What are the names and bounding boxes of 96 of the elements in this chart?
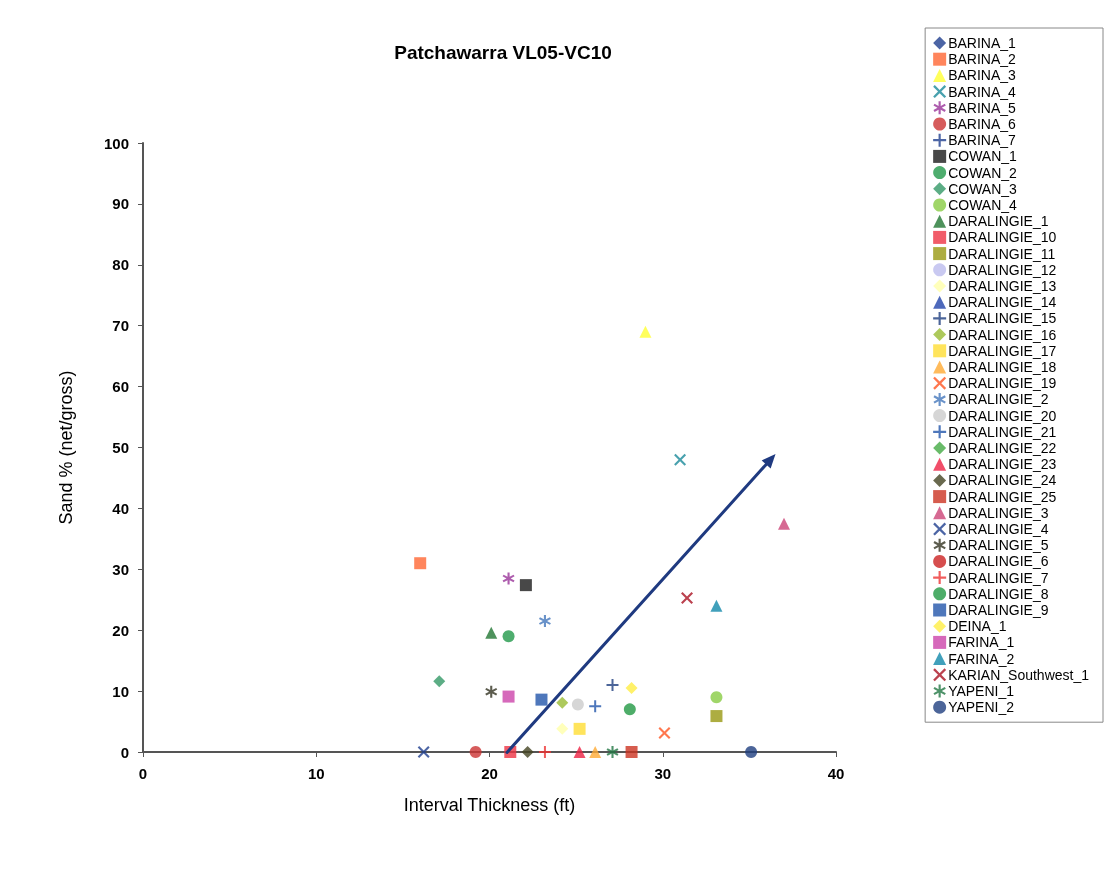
point	[625, 746, 638, 758]
point	[589, 700, 602, 713]
legend-label: BARINA_2	[948, 51, 1017, 68]
point	[571, 698, 584, 711]
y-tick-label: 10	[112, 682, 129, 700]
point	[681, 591, 694, 604]
y-tick-label: 70	[112, 317, 129, 335]
legend-label: DARALINGIE_4	[948, 521, 1049, 537]
y-tick-label: 20	[112, 621, 129, 639]
x-tick-label: 30	[654, 765, 672, 782]
point	[710, 710, 723, 723]
legend-label: FARINA_2	[948, 650, 1015, 667]
legend-label: COWAN_4	[948, 197, 1018, 213]
x-tick-label: 0	[138, 765, 148, 782]
legend-label: KARIAN_Southwest_1	[948, 666, 1090, 683]
legend-label: FARINA_1	[948, 634, 1015, 651]
point	[502, 690, 515, 703]
point	[417, 746, 430, 758]
point	[538, 615, 551, 628]
point	[556, 696, 569, 709]
point	[623, 703, 636, 716]
y-tick-label: 0	[120, 743, 129, 761]
legend-label: DARALINGIE_19	[948, 375, 1057, 392]
point	[625, 682, 638, 695]
legend-label: COWAN_1	[948, 148, 1018, 165]
legend-label: DARALINGIE_5	[948, 537, 1049, 554]
point	[502, 630, 515, 643]
legend-label: COWAN_2	[948, 164, 1018, 181]
x-tick-label: 20	[481, 765, 498, 782]
legend-label: DARALINGIE_13	[948, 278, 1057, 294]
point	[710, 691, 723, 704]
legend-label: BARINA_3	[948, 67, 1017, 84]
y-tick-label: 30	[112, 560, 129, 578]
legend-label: DARALINGIE_2	[948, 391, 1049, 408]
point	[589, 746, 602, 758]
x-tick-label: 40	[827, 765, 845, 782]
point	[573, 746, 586, 758]
chart-title: Patchawarra VL05-VC10	[394, 42, 612, 63]
legend-label: DARALINGIE_25	[948, 488, 1057, 505]
legend-label: DARALINGIE_22	[948, 440, 1057, 456]
point	[433, 675, 446, 688]
legend-label: BARINA_1	[948, 35, 1017, 51]
point	[745, 746, 758, 758]
point	[502, 572, 515, 585]
legend-label: DARALINGIE_7	[948, 569, 1049, 586]
point	[535, 693, 548, 706]
legend-label: DARALINGIE_12	[948, 261, 1057, 278]
y-tick-label: 50	[112, 439, 129, 456]
point	[710, 599, 723, 612]
legend-label: DARALINGIE_9	[948, 602, 1049, 618]
point	[674, 453, 687, 466]
legend-label: DARALINGIE_1	[948, 213, 1049, 230]
legend-label: DARALINGIE_15	[948, 310, 1057, 327]
legend-label: DARALINGIE_14	[948, 294, 1057, 311]
point	[606, 746, 619, 758]
point	[521, 746, 534, 758]
legend-label: DARALINGIE_3	[948, 504, 1049, 521]
legend-label: COWAN_3	[948, 180, 1018, 197]
point	[573, 722, 586, 735]
point	[606, 679, 619, 692]
legend-label: BARINA_5	[948, 99, 1017, 116]
legend-label: BARINA_4	[948, 83, 1017, 100]
point	[778, 517, 791, 530]
legend-label: DARALINGIE_17	[948, 342, 1057, 359]
point	[469, 746, 482, 758]
y-tick-label: 80	[112, 256, 129, 274]
legend-label: YAPENI_2	[948, 699, 1015, 716]
point	[556, 722, 569, 735]
x-axis-title: Interval Thickness (ft)	[403, 795, 576, 815]
legend-label: DARALINGIE_24	[948, 472, 1057, 489]
legend-label: DARALINGIE_8	[948, 585, 1049, 602]
point	[658, 727, 671, 740]
y-axis-title: Sand % (net/gross)	[56, 370, 76, 525]
point	[485, 626, 498, 639]
y-tick-label: 60	[112, 378, 129, 396]
point	[414, 557, 427, 570]
legend-label: DARALINGIE_11	[948, 245, 1056, 262]
y-tick-label: 40	[112, 499, 129, 517]
legend-label: BARINA_6	[948, 116, 1017, 132]
point	[485, 685, 498, 698]
x-tick-label: 10	[307, 765, 325, 782]
legend-label: DARALINGIE_18	[948, 359, 1057, 375]
legend-label: DARALINGIE_10	[948, 229, 1057, 246]
legend-label: DARALINGIE_20	[948, 407, 1057, 424]
point	[519, 579, 532, 592]
legend-label: BARINA_7	[948, 132, 1017, 149]
y-tick-label: 90	[112, 195, 129, 213]
point	[538, 746, 551, 758]
legend-label: DEINA_1	[948, 618, 1007, 635]
legend-label: DARALINGIE_23	[948, 456, 1057, 473]
legend-label: DARALINGIE_16	[948, 326, 1057, 343]
legend-label: DARALINGIE_21	[948, 423, 1057, 440]
legend-label: DARALINGIE_6	[948, 553, 1049, 570]
y-tick-label: 100	[103, 134, 129, 152]
legend-label: YAPENI_1	[948, 683, 1015, 699]
point	[639, 325, 652, 338]
